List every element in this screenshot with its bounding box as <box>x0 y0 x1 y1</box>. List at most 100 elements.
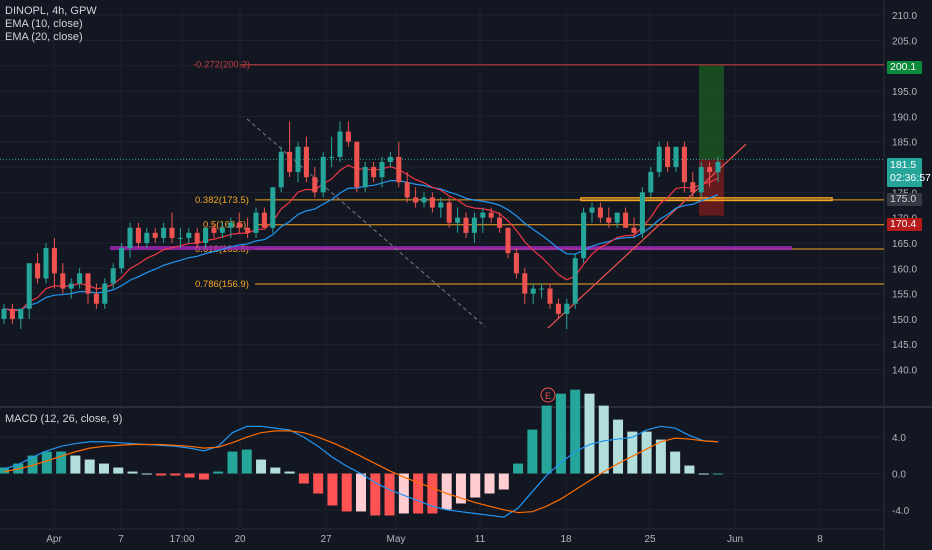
candle-body <box>555 303 561 314</box>
macd-histogram-bar <box>298 473 309 484</box>
macd-histogram-bar <box>670 451 681 474</box>
candle <box>169 212 175 243</box>
candle <box>144 227 150 249</box>
candle-body <box>219 227 225 233</box>
candle-body <box>337 131 343 157</box>
macd-histogram-bar <box>441 473 452 510</box>
candle-body <box>379 161 385 178</box>
candle-body <box>177 237 183 239</box>
macd-histogram-bar <box>284 471 295 474</box>
price-axis-tick: 205.0 <box>892 36 917 47</box>
candle-body <box>245 227 251 233</box>
price-axis-tick: 210.0 <box>892 11 917 22</box>
candle-body <box>480 212 486 218</box>
candle-body <box>614 212 620 223</box>
candle-body <box>144 232 150 243</box>
candle-body <box>93 293 99 304</box>
candle-body <box>68 283 74 289</box>
candle <box>455 207 461 233</box>
candle-body <box>665 146 671 168</box>
x-tick-label: Jun <box>727 534 743 545</box>
candle-body <box>35 263 41 279</box>
candle <box>51 237 57 289</box>
macd-histogram-bar <box>427 473 438 514</box>
candle <box>698 161 704 198</box>
candle-body <box>354 141 360 188</box>
candle-body <box>539 288 545 290</box>
candle <box>564 298 570 330</box>
x-tick-label: Apr <box>46 534 62 545</box>
support-rect <box>580 197 833 202</box>
candle-body <box>270 187 276 228</box>
candle-body <box>194 232 200 243</box>
candle-body <box>161 227 167 238</box>
candle-body <box>345 131 351 142</box>
candle-body <box>85 273 91 294</box>
candle <box>471 212 477 243</box>
last-price-value: 181.5 <box>890 159 917 171</box>
candle <box>404 172 410 203</box>
candle <box>371 161 377 183</box>
target-zone <box>699 65 724 160</box>
candle-body <box>572 258 578 304</box>
price-axis-tick: 150.0 <box>892 315 917 326</box>
candle <box>597 202 603 223</box>
candle <box>513 248 519 279</box>
macd-axis-tick: 4.0 <box>892 433 906 444</box>
candle-body <box>9 308 15 319</box>
macd-histogram-bar <box>498 473 509 490</box>
macd-histogram-bar <box>341 473 352 512</box>
candle <box>488 207 494 223</box>
macd-histogram-bar <box>513 463 524 474</box>
candle <box>715 156 721 183</box>
candle-body <box>77 273 83 284</box>
macd-histogram-bar <box>684 465 695 474</box>
candle <box>102 278 108 309</box>
target-price-tag: 200.1 <box>887 61 922 74</box>
candle-body <box>287 151 293 173</box>
candle-body <box>362 167 368 188</box>
candle-body <box>236 222 242 228</box>
candle-body <box>303 146 309 178</box>
candle <box>35 253 41 284</box>
price-axis-tick: 155.0 <box>892 290 917 301</box>
candle <box>9 303 15 324</box>
candle <box>194 227 200 249</box>
candle <box>186 227 192 243</box>
candle <box>387 151 393 168</box>
candle <box>681 141 687 193</box>
macd-histogram-bar <box>398 473 409 514</box>
macd-histogram-bar <box>227 451 238 474</box>
candle-body <box>51 248 57 274</box>
candle-body <box>295 146 301 173</box>
stop-price-tag: 170.4 <box>887 218 922 231</box>
candle-body <box>707 167 713 173</box>
macd-histogram-bar <box>313 473 324 494</box>
candle-body <box>429 197 435 208</box>
candle <box>119 242 125 274</box>
candle <box>270 187 276 233</box>
candle-body <box>26 263 32 309</box>
macd-histogram-bar <box>70 455 81 474</box>
candle-body <box>186 232 192 238</box>
candle <box>43 242 49 284</box>
candle <box>236 212 242 233</box>
candle <box>295 141 301 183</box>
macd-histogram-bar <box>98 463 109 474</box>
level-175-tag: 175.0 <box>887 193 922 206</box>
candle <box>614 212 620 228</box>
candle-body <box>371 167 377 178</box>
candle <box>152 227 158 243</box>
ema20-legend: EMA (20, close) <box>5 31 83 43</box>
candle <box>606 207 612 228</box>
macd-histogram-bar <box>370 473 381 516</box>
candle <box>673 146 679 173</box>
candle <box>228 217 234 238</box>
candle <box>261 207 267 228</box>
candle-body <box>597 207 603 218</box>
candle-body <box>135 227 141 243</box>
candle-body <box>513 253 519 274</box>
x-tick-label: 25 <box>644 534 656 545</box>
